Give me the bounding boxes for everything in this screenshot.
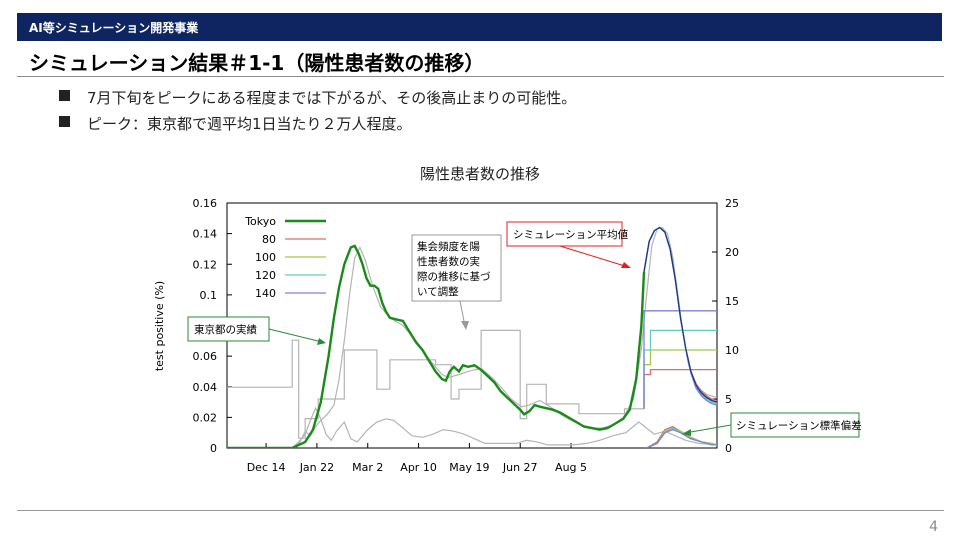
annotation-tokyo-box [187, 316, 270, 342]
header-bar-label: AI等シミュレーション開発事業 [29, 21, 199, 35]
y2-tick-label: 20 [725, 246, 739, 259]
annotation-frequency-text: 性患者数の実 [417, 255, 480, 268]
bullet-text-1: 7月下旬をピークにある程度までは下がるが、その後高止まりの可能性。 [87, 89, 577, 107]
chart-title: 陽性患者数の推移 [419, 165, 540, 183]
x-tick-label: Apr 10 [400, 461, 437, 474]
y2-tick-label: 25 [725, 197, 739, 210]
y-tick-label: 0.02 [193, 411, 218, 424]
y-tick-label: 0.14 [193, 228, 218, 241]
annotation-sd-arrow [684, 424, 732, 434]
bullet-text-2: ピーク：東京都で週平均1日当たり２万人程度。 [87, 115, 412, 133]
legend-label: Tokyo [244, 215, 276, 228]
title-divider [17, 76, 944, 77]
y-axis-label: test positive (%) [153, 281, 166, 371]
annotation-sim-mean-arrow [559, 245, 629, 268]
annotation-frequency-text: いて調整 [417, 285, 459, 298]
series-line-sim_gray [227, 226, 717, 448]
legend-label: 100 [255, 251, 276, 264]
series-line-freq_obs [227, 329, 644, 439]
header-bar: AI等シミュレーション開発事業 [17, 13, 942, 41]
annotation-tokyo-text: 東京都の実績 [194, 323, 257, 336]
x-tick-label: Dec 14 [247, 461, 286, 474]
series-line-mean [643, 226, 717, 403]
x-tick-label: Jan 22 [299, 461, 334, 474]
legend-label: 140 [255, 287, 276, 300]
footer-divider [17, 510, 944, 511]
annotation-frequency-arrowhead [461, 321, 469, 330]
annotation-frequency-box [411, 234, 502, 302]
series-line-sd140 [646, 428, 717, 448]
series-line-freq_80 [643, 368, 717, 409]
legend-label: 120 [255, 269, 276, 282]
series-line-sd_gray [227, 406, 717, 448]
annotation-frequency-text: 集会頻度を陽 [417, 240, 480, 253]
y-tick-label: 0 [210, 442, 217, 455]
series-line-sd80 [646, 425, 717, 448]
y-tick-label: 0.04 [193, 381, 218, 394]
annotation-tokyo-arrow [268, 328, 323, 343]
annotation-sd-box [730, 412, 860, 438]
annotation-sd-text: シミュレーション標準偏差 [736, 419, 862, 432]
annotation-tokyo-arrowhead [317, 338, 326, 345]
legend-label: 80 [262, 233, 276, 246]
slide-title: シミュレーション結果＃1-1（陽性患者数の推移） [29, 51, 485, 75]
bullet-square-icon [59, 116, 70, 127]
y-tick-label: 0.16 [193, 197, 218, 210]
annotation-frequency-text: 際の推移に基づ [417, 270, 491, 283]
bullet-square-icon [59, 90, 70, 101]
series-line-freq_140 [643, 310, 717, 409]
annotation-sim-mean-arrowhead [621, 262, 631, 268]
y2-tick-label: 0 [725, 442, 732, 455]
x-tick-label: Mar 2 [352, 461, 383, 474]
y2-tick-label: 5 [725, 393, 732, 406]
x-tick-label: May 19 [449, 461, 489, 474]
page-number: 4 [929, 519, 938, 535]
x-tick-label: Jun 27 [502, 461, 538, 474]
y-tick-label: 0.12 [193, 258, 218, 271]
y-tick-label: 0.06 [193, 350, 218, 363]
x-tick-label: Aug 5 [555, 461, 587, 474]
annotation-sd-arrowhead [682, 429, 691, 436]
annotation-sim-mean-text: シミュレーション平均値 [513, 228, 629, 241]
series-line-Tokyo [227, 244, 646, 448]
y2-tick-label: 10 [725, 344, 739, 357]
annotation-sim-mean-box [506, 221, 623, 247]
y2-tick-label: 15 [725, 295, 739, 308]
y-tick-label: 0.1 [200, 289, 218, 302]
